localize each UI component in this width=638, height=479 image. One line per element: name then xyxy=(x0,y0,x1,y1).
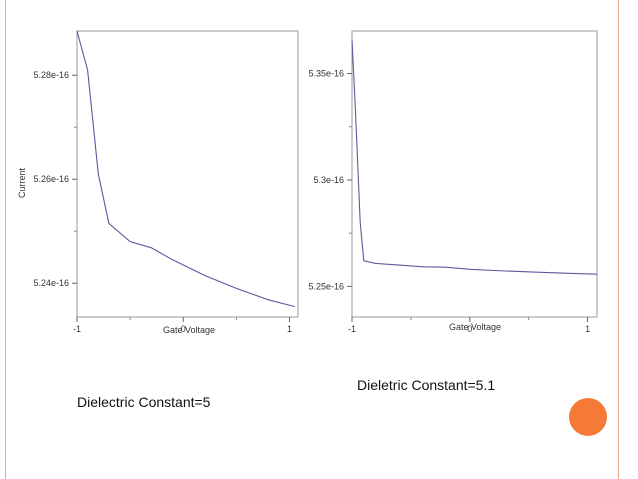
chart-dielectric-5: 5.24e-16 5.26e-16 5.28e-16 -1 0 1 Gate Volta… xyxy=(17,30,299,335)
y-axis-label: Current xyxy=(17,167,27,198)
y-axis-ticks: 5.24e-16 5.26e-16 5.28e-16 xyxy=(33,70,77,288)
y-tick-label: 5.24e-16 xyxy=(33,278,69,288)
caption-dielectric-5: Dielectric Constant=5 xyxy=(77,394,211,410)
plot-area xyxy=(351,30,598,318)
y-tick-label: 5.28e-16 xyxy=(33,70,69,80)
caption-dielectric-5-1: Dieletric Constant=5.1 xyxy=(357,377,496,393)
x-tick-label: 1 xyxy=(585,324,590,334)
x-tick-label: 1 xyxy=(287,324,292,334)
x-tick-label: -1 xyxy=(73,324,81,334)
y-tick-label: 5.35e-16 xyxy=(308,69,344,79)
x-axis-label: Gate Voltage xyxy=(449,322,501,332)
x-tick-label: -1 xyxy=(348,324,356,334)
plot-area xyxy=(76,30,299,318)
series-group xyxy=(76,30,295,308)
series-line xyxy=(76,30,295,308)
left-accent-rule xyxy=(5,0,6,479)
y-tick-label: 5.26e-16 xyxy=(33,174,69,184)
x-axis-ticks: -1 0 1 xyxy=(73,317,292,334)
y-tick-label: 5.3e-16 xyxy=(313,175,344,185)
x-tick-label: 0 xyxy=(181,324,186,334)
x-axis-ticks: -1 0 1 xyxy=(348,317,590,334)
right-accent-rule xyxy=(618,0,619,479)
orange-circle-decoration xyxy=(569,398,607,436)
chart-dielectric-5-1: 5.25e-16 5.3e-16 5.35e-16 -1 0 1 Gate Voltag… xyxy=(308,30,598,334)
y-axis-ticks: 5.25e-16 5.3e-16 5.35e-16 xyxy=(308,69,352,291)
x-tick-label: 0 xyxy=(467,324,472,334)
series-line xyxy=(351,39,598,275)
y-tick-label: 5.25e-16 xyxy=(308,281,344,291)
x-axis-label: Gate Voltage xyxy=(163,325,215,335)
series-group xyxy=(351,39,598,275)
